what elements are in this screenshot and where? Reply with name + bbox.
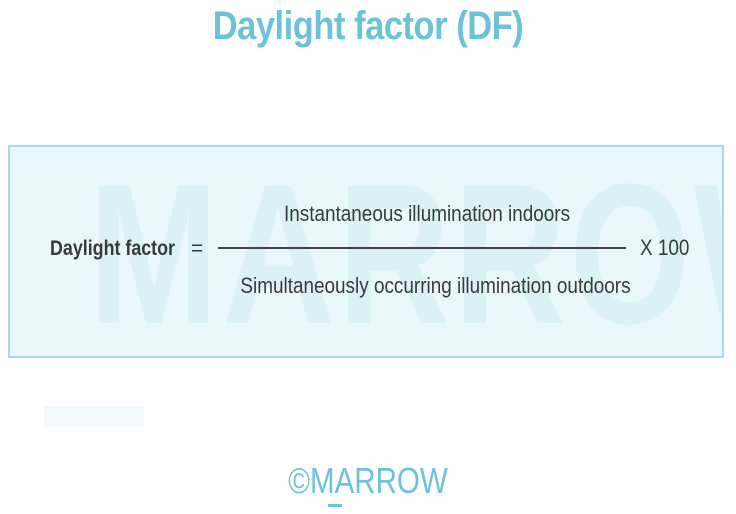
equals-sign: = — [191, 237, 204, 260]
footer-logo: ©MARROW — [288, 460, 448, 501]
fraction-bar — [218, 247, 626, 249]
formula-box: MARROW Daylight factor = Instantaneous i… — [8, 145, 724, 358]
logo-underline — [328, 504, 342, 507]
watermark: MARROW — [88, 145, 722, 358]
page-title: Daylight factor (DF) — [212, 4, 524, 48]
faint-placeholder-block — [44, 406, 144, 427]
formula-label: Daylight factor — [50, 237, 175, 260]
formula-denominator: Simultaneously occurring illumination ou… — [240, 273, 631, 298]
formula-multiplier: X 100 — [640, 235, 690, 260]
formula-numerator: Instantaneous illumination indoors — [283, 201, 571, 226]
